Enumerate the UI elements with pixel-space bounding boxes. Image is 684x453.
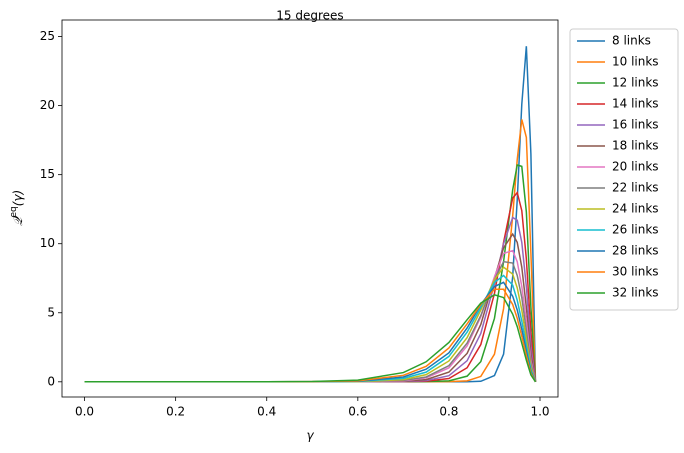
x-tick-label: 0.8 — [439, 405, 458, 419]
y-label-superscript: eq — [9, 206, 19, 217]
legend-label: 16 links — [612, 118, 659, 132]
y-tick-label: 15 — [40, 167, 55, 181]
legend-label: 22 links — [612, 181, 659, 195]
legend-label: 18 links — [612, 139, 659, 153]
y-tick-label: 5 — [47, 305, 55, 319]
series-line — [84, 216, 537, 383]
legend-label: 10 links — [612, 55, 659, 69]
legend-label: 28 links — [612, 244, 659, 258]
legend-label: 8 links — [612, 34, 651, 48]
series-line — [84, 293, 537, 383]
chart-title: 15 degrees — [276, 9, 343, 23]
legend-label: 32 links — [612, 286, 659, 300]
y-tick-label: 25 — [40, 29, 55, 43]
y-label-argument: (γ) — [11, 190, 25, 206]
plot-frame — [61, 19, 559, 398]
x-tick-label: 0.2 — [166, 405, 185, 419]
legend-label: 14 links — [612, 97, 659, 111]
x-axis-label: γ — [306, 429, 314, 443]
y-label-symbol: 𝒬 — [11, 215, 25, 226]
legend-box — [569, 28, 679, 311]
legend-label: 20 links — [612, 160, 659, 174]
y-axis-label: 𝒬eq(γ) — [9, 190, 25, 226]
x-tick-label: 0.4 — [257, 405, 276, 419]
series-line — [84, 266, 537, 383]
y-tick-label: 20 — [40, 98, 55, 112]
legend-label: 24 links — [612, 202, 659, 216]
y-tick-label: 0 — [47, 374, 55, 388]
legend-label: 12 links — [612, 76, 659, 90]
legend-label: 30 links — [612, 265, 659, 279]
x-tick-label: 0.0 — [75, 405, 94, 419]
x-tick-label: 0.6 — [348, 405, 367, 419]
legend-label: 26 links — [612, 223, 659, 237]
x-tick-label: 1.0 — [530, 405, 549, 419]
y-tick-label: 10 — [40, 236, 55, 250]
series-line — [84, 164, 537, 383]
series-line — [84, 249, 537, 383]
